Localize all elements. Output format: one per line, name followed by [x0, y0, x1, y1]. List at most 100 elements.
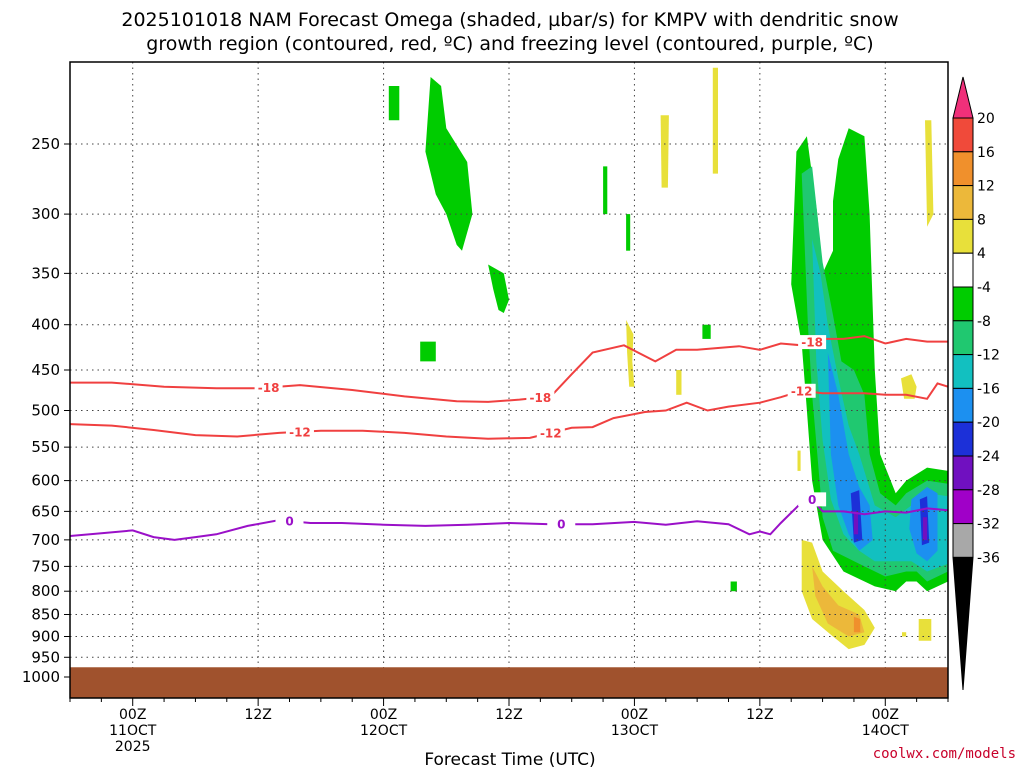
contour-line-2	[70, 498, 948, 541]
credit-text: coolwx.com/models	[873, 746, 1016, 762]
pressure-axis: 250 300 350 400 450 500 550 600 650 700 750 800 850 9…	[22, 135, 70, 686]
omega-region-21	[797, 450, 801, 471]
colorbar-bin-2	[952, 151, 974, 187]
colorbar-label-1: 16	[977, 145, 995, 161]
x-tick-label-6-1: 11OCT	[109, 723, 157, 739]
omega-region-11	[827, 352, 873, 551]
omega-region-18	[712, 67, 718, 174]
y-tick-label-550: 550	[31, 438, 60, 456]
x-tick-label-66-0: 12Z	[746, 707, 773, 723]
y-tick-label-1000: 1000	[22, 668, 60, 686]
colorbar-label-11: -28	[977, 483, 1000, 499]
y-tick-label-450: 450	[31, 361, 60, 379]
y-tick-label-950: 950	[31, 648, 60, 666]
colorbar-bin-13	[952, 523, 974, 558]
contour-label-1-2: -12	[791, 384, 813, 398]
colorbar-top-arrow	[952, 76, 974, 119]
contour-label-bg-1-0	[285, 424, 314, 439]
omega-region-20	[676, 370, 682, 395]
contour-label-bg-0-0	[254, 380, 283, 395]
chart-title: 2025101018 NAM Forecast Omega (shaded, µ…	[121, 9, 898, 55]
y-tick-label-850: 850	[31, 606, 60, 624]
omega-region-28	[853, 616, 861, 633]
colorbar-bin-5	[952, 252, 974, 288]
colorbar-bin-8	[952, 354, 974, 389]
ground-surface	[70, 667, 948, 698]
contour-label-1-1: -12	[540, 426, 562, 440]
omega-region-15	[853, 511, 859, 535]
x-tick-label-78-1: 14OCT	[862, 723, 910, 739]
contour-label-0-0: -18	[258, 381, 280, 395]
colorbar-label-0: 20	[977, 111, 995, 127]
omega-region-23	[901, 374, 917, 399]
x-tick-label-42-0: 12Z	[495, 707, 522, 723]
chart-title-line-2: growth region (contoured, red, ºC) and f…	[146, 33, 873, 55]
y-tick-label-750: 750	[31, 557, 60, 575]
y-tick-label-300: 300	[31, 205, 60, 223]
colorbar-label-10: -24	[977, 449, 1000, 465]
colorbar-label-2: 12	[977, 179, 995, 195]
omega-region-3	[420, 341, 436, 362]
grid-lines	[70, 62, 948, 698]
omega-region-25	[902, 632, 907, 637]
colorbar-label-8: -16	[977, 381, 1000, 397]
y-tick-label-700: 700	[31, 531, 60, 549]
omega-region-26	[918, 619, 932, 641]
colorbar-label-5: -4	[977, 280, 991, 296]
y-tick-label-650: 650	[31, 502, 60, 520]
y-tick-label-600: 600	[31, 472, 60, 490]
colorbar-bottom-arrow	[952, 556, 974, 691]
omega-shading-layer	[388, 67, 948, 650]
colorbar-label-4: 4	[977, 246, 986, 262]
colorbar-label-9: -20	[977, 415, 1000, 431]
omega-region-5	[626, 214, 631, 251]
omega-region-19	[626, 319, 635, 387]
contour-line-0	[70, 335, 948, 403]
x-tick-label-18-0: 12Z	[244, 707, 271, 723]
y-tick-label-350: 350	[31, 264, 60, 282]
contour-label-2-0: 0	[285, 515, 293, 529]
contour-label-bg-1-2	[787, 383, 816, 398]
colorbar-label-6: -8	[977, 314, 991, 330]
x-tick-label-54-1: 13OCT	[611, 723, 659, 739]
contour-label-0-2: -18	[801, 336, 823, 350]
colorbar-legend: 20 16 12 8 4 -4 -8 -12 -16 -20 -24 -28 -32 -36	[952, 76, 1000, 691]
contour-label-bg-0-2	[798, 335, 827, 350]
y-tick-label-800: 800	[31, 582, 60, 600]
x-axis-label: Forecast Time (UTC)	[424, 750, 595, 768]
colorbar-bin-11	[952, 455, 974, 491]
temperature-contours: -18 -18 -18 -12 -12 -12 0 0 0	[70, 335, 948, 541]
y-tick-label-900: 900	[31, 627, 60, 645]
contour-label-bg-2-0	[275, 514, 304, 529]
contour-label-1-0: -12	[289, 425, 311, 439]
contour-label-bg-0-1	[526, 390, 555, 405]
contour-label-bg-2-1	[547, 517, 576, 532]
omega-region-4	[603, 166, 608, 215]
y-tick-label-250: 250	[31, 135, 60, 153]
colorbar-label-13: -36	[977, 550, 1000, 566]
omega-region-22	[925, 120, 934, 227]
colorbar-label-3: 8	[977, 212, 986, 228]
y-tick-label-400: 400	[31, 316, 60, 334]
x-tick-label-54-0: 00Z	[621, 707, 648, 723]
colorbar-bin-10	[952, 421, 974, 457]
omega-region-16	[922, 517, 928, 540]
contour-label-2-2: 0	[808, 493, 816, 507]
chart-title-line-1: 2025101018 NAM Forecast Omega (shaded, µ…	[121, 9, 898, 31]
contour-label-bg-1-1	[536, 425, 565, 440]
y-tick-label-500: 500	[31, 402, 60, 420]
x-tick-label-6-2: 2025	[115, 739, 151, 755]
colorbar-label-7: -12	[977, 348, 1000, 364]
colorbar-label-12: -32	[977, 517, 1000, 533]
colorbar-bin-7	[952, 320, 974, 356]
contour-label-0-1: -18	[530, 391, 552, 405]
omega-region-27	[812, 566, 865, 637]
contour-label-2-1: 0	[557, 518, 565, 532]
colorbar-bin-12	[952, 489, 974, 525]
colorbar-bin-3	[952, 185, 974, 220]
x-tick-label-30-1: 12OCT	[360, 723, 408, 739]
omega-region-17	[660, 115, 669, 188]
colorbar-bin-4	[952, 218, 974, 254]
colorbar-bin-6	[952, 286, 974, 322]
